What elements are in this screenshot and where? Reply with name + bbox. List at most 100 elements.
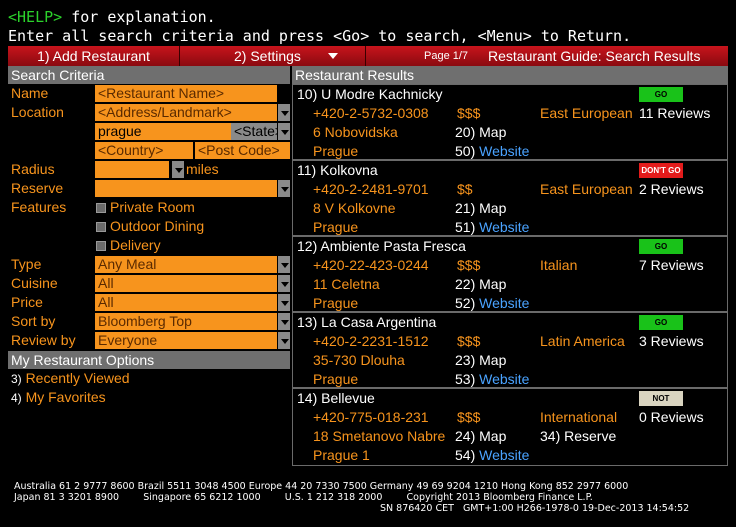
reserve-link[interactable]: 34) Reserve	[540, 428, 617, 444]
radius-dropdown-icon[interactable]	[171, 161, 184, 178]
website-link[interactable]: 53) Website	[455, 371, 529, 387]
map-link[interactable]: 24) Map	[455, 428, 507, 444]
state-input[interactable]: <State>	[231, 123, 283, 140]
delivery-label: Delivery	[110, 237, 161, 253]
cuisine-select[interactable]: All	[95, 275, 277, 292]
rating-badge: GO	[639, 239, 683, 254]
result-address: 8 V Kolkovne	[313, 200, 396, 216]
result-title[interactable]: 12) Ambiente Pasta Fresca	[297, 238, 466, 254]
result-title[interactable]: 11) Kolkovna	[297, 162, 378, 178]
result-card[interactable]: 12) Ambiente Pasta Fresca GO +420-22-423…	[292, 236, 728, 312]
sort-label: Sort by	[11, 313, 56, 329]
address-dropdown-icon[interactable]	[277, 104, 290, 121]
result-reviews[interactable]: 2 Reviews	[639, 181, 704, 197]
radius-unit: miles	[186, 161, 219, 177]
help-key[interactable]: <HELP>	[8, 8, 63, 26]
result-card[interactable]: 11) Kolkovna DON'T GO +420-2-2481-9701 $…	[292, 160, 728, 236]
search-criteria-header: Search Criteria	[8, 66, 290, 84]
option-label: Recently Viewed	[25, 370, 130, 386]
price-dropdown-icon[interactable]	[277, 294, 290, 311]
price-label: Price	[11, 294, 43, 310]
private-room-label: Private Room	[110, 199, 195, 215]
settings-label: 2) Settings	[234, 48, 301, 64]
result-address: 11 Celetna	[313, 276, 380, 292]
result-reviews[interactable]: 3 Reviews	[639, 333, 704, 349]
type-select[interactable]: Any Meal	[95, 256, 277, 273]
footer-contacts-line: Australia 61 2 9777 8600 Brazil 5511 304…	[14, 481, 629, 492]
result-price: $$$	[457, 257, 481, 273]
result-reviews[interactable]: 7 Reviews	[639, 257, 704, 273]
settings-button[interactable]: 2) Settings	[180, 46, 366, 66]
result-reviews[interactable]: 11 Reviews	[639, 105, 711, 121]
review-select[interactable]: Everyone	[95, 332, 277, 349]
options-header: My Restaurant Options	[8, 351, 290, 369]
radius-input[interactable]	[95, 161, 169, 178]
type-dropdown-icon[interactable]	[277, 256, 290, 273]
reserve-dropdown-icon[interactable]	[277, 180, 290, 197]
map-link[interactable]: 20) Map	[455, 124, 507, 140]
reserve-label: Reserve	[11, 180, 64, 196]
city-input[interactable]: prague	[95, 123, 231, 140]
result-address: 18 Smetanovo Nabre	[313, 428, 446, 444]
result-card[interactable]: 14) Bellevue NOT RATED +420-775-018-231 …	[292, 388, 728, 466]
option-my-favorites[interactable]: 4) My Favorites	[11, 389, 106, 405]
result-address: 35-730 Dlouha	[313, 352, 405, 368]
review-dropdown-icon[interactable]	[277, 332, 290, 349]
name-input[interactable]: <Restaurant Name>	[95, 85, 277, 102]
result-card[interactable]: 10) U Modre Kachnicky GO +420-2-5732-030…	[292, 84, 728, 160]
state-dropdown-icon[interactable]	[277, 123, 290, 140]
result-title[interactable]: 14) Bellevue	[297, 390, 375, 406]
chevron-down-icon	[328, 53, 338, 59]
sort-select[interactable]: Bloomberg Top	[95, 313, 277, 330]
option-label: My Favorites	[25, 389, 106, 405]
reserve-select[interactable]	[95, 180, 277, 197]
price-select[interactable]: All	[95, 294, 277, 311]
postcode-input[interactable]: <Post Code>	[195, 142, 290, 159]
map-link[interactable]: 21) Map	[455, 200, 507, 216]
result-title[interactable]: 13) La Casa Argentina	[297, 314, 437, 330]
result-phone: +420-775-018-231	[313, 409, 429, 425]
result-phone: +420-2-2481-9701	[313, 181, 429, 197]
result-cuisine: Italian	[540, 257, 578, 273]
name-label: Name	[11, 85, 49, 101]
cuisine-dropdown-icon[interactable]	[277, 275, 290, 292]
result-card[interactable]: 13) La Casa Argentina GO +420-2-2231-151…	[292, 312, 728, 388]
result-title[interactable]: 10) U Modre Kachnicky	[297, 86, 443, 102]
delivery-checkbox[interactable]	[96, 241, 106, 251]
rating-badge: NOT RATED	[639, 391, 683, 418]
outdoor-dining-label: Outdoor Dining	[110, 218, 205, 234]
website-link[interactable]: 50) Website	[455, 143, 529, 159]
website-number: 52)	[455, 295, 476, 311]
result-city: Prague	[313, 219, 359, 235]
result-cuisine: Latin America	[540, 333, 625, 349]
outdoor-dining-checkbox[interactable]	[96, 222, 106, 232]
result-cuisine: East European	[540, 105, 633, 121]
result-price: $$$	[457, 409, 481, 425]
website-label: Website	[479, 447, 530, 463]
page-indicator: Page 1/7	[424, 50, 469, 62]
rating-badge: GO	[639, 315, 683, 330]
result-price: $$$	[457, 333, 481, 349]
result-city: Prague	[313, 295, 359, 311]
address-input[interactable]: <Address/Landmark>	[95, 104, 277, 121]
website-number: 50)	[455, 143, 476, 159]
instructions-line: Enter all search criteria and press <Go>…	[8, 27, 632, 45]
website-number: 51)	[455, 219, 476, 235]
website-link[interactable]: 54) Website	[455, 447, 529, 463]
map-link[interactable]: 23) Map	[455, 352, 507, 368]
website-label: Website	[479, 295, 530, 311]
features-label: Features	[11, 199, 67, 215]
website-link[interactable]: 52) Website	[455, 295, 529, 311]
add-restaurant-button[interactable]: 1) Add Restaurant	[8, 46, 180, 66]
country-input[interactable]: <Country>	[95, 142, 193, 159]
result-address: 6 Nobovidska	[313, 124, 398, 140]
option-number: 3)	[11, 372, 22, 386]
option-recently-viewed[interactable]: 3) Recently Viewed	[11, 370, 130, 386]
private-room-checkbox[interactable]	[96, 203, 106, 213]
map-link[interactable]: 22) Map	[455, 276, 507, 292]
result-reviews[interactable]: 0 Reviews	[639, 409, 704, 425]
result-city: Prague 1	[313, 447, 370, 463]
sort-dropdown-icon[interactable]	[277, 313, 290, 330]
cuisine-label: Cuisine	[11, 275, 58, 291]
website-link[interactable]: 51) Website	[455, 219, 529, 235]
